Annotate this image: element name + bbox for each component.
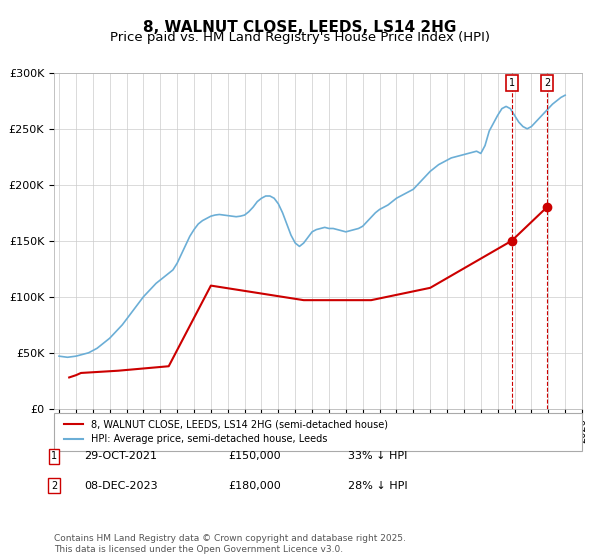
- Text: 28% ↓ HPI: 28% ↓ HPI: [348, 480, 407, 491]
- Text: 2: 2: [544, 78, 550, 88]
- Text: 33% ↓ HPI: 33% ↓ HPI: [348, 451, 407, 461]
- Text: £150,000: £150,000: [228, 451, 281, 461]
- Text: 2: 2: [51, 480, 57, 491]
- Text: Price paid vs. HM Land Registry's House Price Index (HPI): Price paid vs. HM Land Registry's House …: [110, 31, 490, 44]
- Text: 8, WALNUT CLOSE, LEEDS, LS14 2HG: 8, WALNUT CLOSE, LEEDS, LS14 2HG: [143, 20, 457, 35]
- Text: Contains HM Land Registry data © Crown copyright and database right 2025.
This d: Contains HM Land Registry data © Crown c…: [54, 534, 406, 554]
- Text: 1: 1: [509, 78, 515, 88]
- Text: £180,000: £180,000: [228, 480, 281, 491]
- FancyBboxPatch shape: [54, 413, 582, 451]
- Text: 29-OCT-2021: 29-OCT-2021: [84, 451, 157, 461]
- Text: 08-DEC-2023: 08-DEC-2023: [84, 480, 158, 491]
- Text: 1: 1: [51, 451, 57, 461]
- Legend: 8, WALNUT CLOSE, LEEDS, LS14 2HG (semi-detached house), HPI: Average price, semi: 8, WALNUT CLOSE, LEEDS, LS14 2HG (semi-d…: [59, 414, 393, 449]
